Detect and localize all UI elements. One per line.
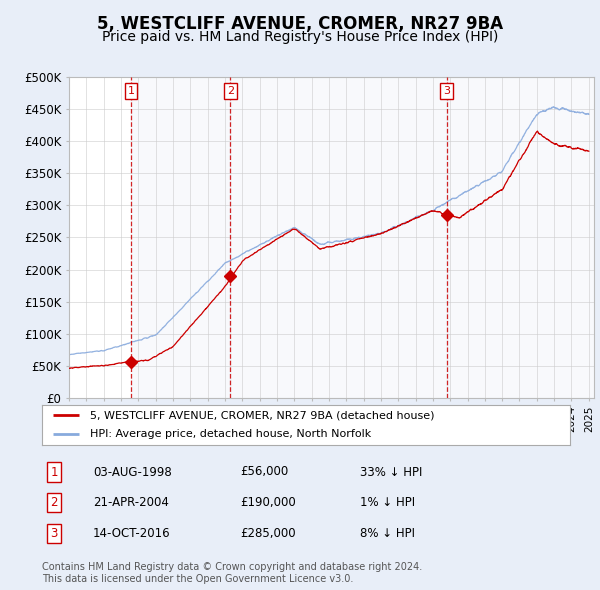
- Text: £190,000: £190,000: [240, 496, 296, 509]
- Text: HPI: Average price, detached house, North Norfolk: HPI: Average price, detached house, Nort…: [89, 429, 371, 439]
- Text: 5, WESTCLIFF AVENUE, CROMER, NR27 9BA (detached house): 5, WESTCLIFF AVENUE, CROMER, NR27 9BA (d…: [89, 411, 434, 420]
- Text: Contains HM Land Registry data © Crown copyright and database right 2024.
This d: Contains HM Land Registry data © Crown c…: [42, 562, 422, 584]
- Bar: [446, 77, 598, 398]
- Text: 5, WESTCLIFF AVENUE, CROMER, NR27 9BA: 5, WESTCLIFF AVENUE, CROMER, NR27 9BA: [97, 15, 503, 33]
- Text: 3: 3: [50, 527, 58, 540]
- Text: £56,000: £56,000: [240, 466, 288, 478]
- Text: 33% ↓ HPI: 33% ↓ HPI: [360, 466, 422, 478]
- Text: £285,000: £285,000: [240, 527, 296, 540]
- Text: 21-APR-2004: 21-APR-2004: [93, 496, 169, 509]
- Text: 8% ↓ HPI: 8% ↓ HPI: [360, 527, 415, 540]
- Text: 2: 2: [50, 496, 58, 509]
- Text: 1: 1: [128, 86, 134, 96]
- Bar: [131, 77, 230, 398]
- Bar: [230, 77, 446, 398]
- Text: 2: 2: [227, 86, 234, 96]
- Text: 03-AUG-1998: 03-AUG-1998: [93, 466, 172, 478]
- Text: 14-OCT-2016: 14-OCT-2016: [93, 527, 170, 540]
- Text: 1: 1: [50, 466, 58, 478]
- Text: 1% ↓ HPI: 1% ↓ HPI: [360, 496, 415, 509]
- Text: Price paid vs. HM Land Registry's House Price Index (HPI): Price paid vs. HM Land Registry's House …: [102, 30, 498, 44]
- Text: 3: 3: [443, 86, 450, 96]
